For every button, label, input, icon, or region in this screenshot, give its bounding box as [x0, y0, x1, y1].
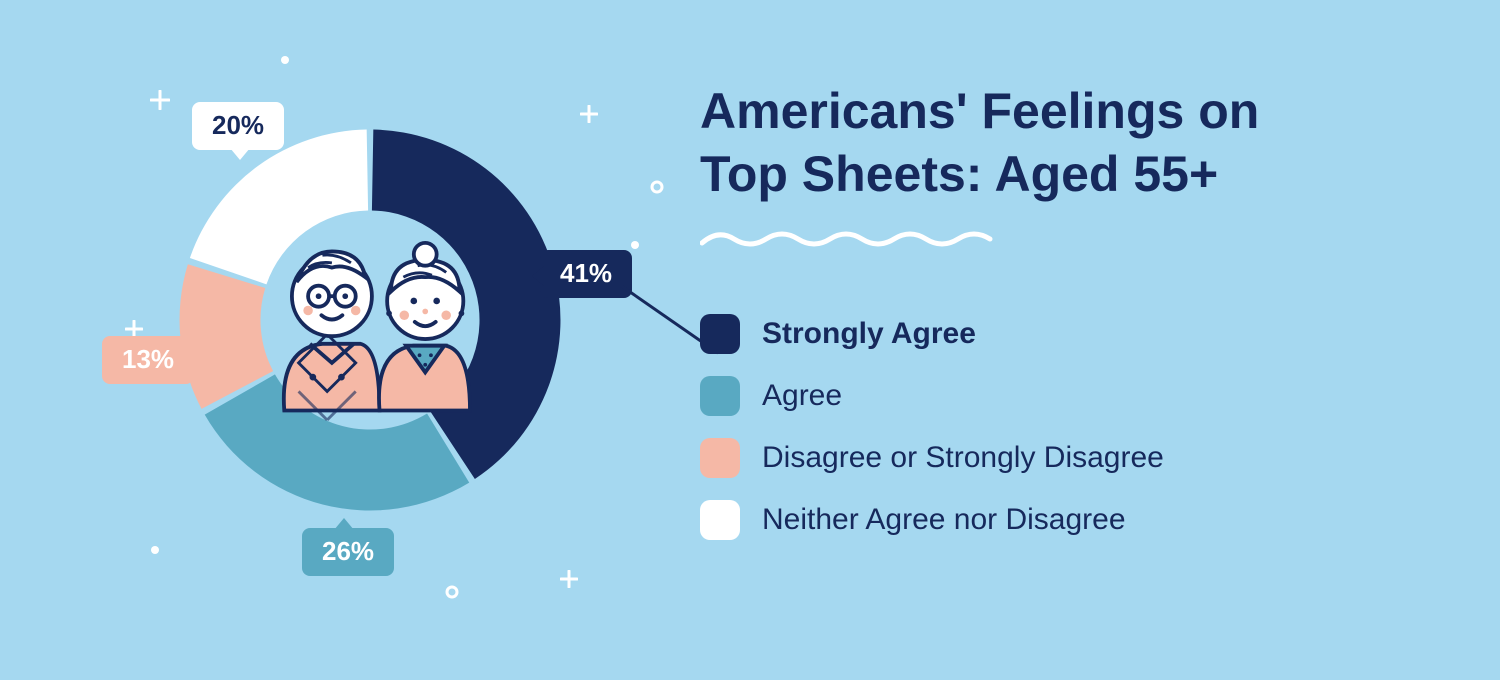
legend-item-strongly-agree: Strongly Agree — [700, 314, 1440, 354]
label-tail-icon — [230, 148, 250, 160]
legend-item-neither: Neither Agree nor Disagree — [700, 500, 1440, 540]
legend-label: Strongly Agree — [762, 317, 976, 351]
legend-swatch — [700, 314, 740, 354]
title-line: Top Sheets: Aged 55+ — [700, 146, 1218, 202]
segment-label-strongly-agree: 41% — [540, 250, 632, 298]
legend-label: Disagree or Strongly Disagree — [762, 441, 1164, 475]
legend-item-agree: Agree — [700, 376, 1440, 416]
legend-label: Agree — [762, 379, 842, 413]
sparkle-ring-icon — [650, 180, 664, 194]
wave-divider-icon — [700, 229, 1000, 249]
chart-title: Americans' Feelings on Top Sheets: Aged … — [700, 80, 1440, 205]
legend-swatch — [700, 376, 740, 416]
segment-value: 13% — [122, 344, 174, 374]
donut-chart: 41% 26% 13% 20% — [110, 60, 630, 620]
text-panel: Americans' Feelings on Top Sheets: Aged … — [700, 80, 1440, 540]
legend-item-disagree: Disagree or Strongly Disagree — [700, 438, 1440, 478]
segment-value: 20% — [212, 110, 264, 140]
label-tail-icon — [532, 266, 544, 286]
legend-swatch — [700, 500, 740, 540]
segment-label-neither: 20% — [192, 102, 284, 150]
legend-swatch — [700, 438, 740, 478]
segment-value: 41% — [560, 258, 612, 288]
elderly-couple-icon — [263, 213, 476, 426]
title-line: Americans' Feelings on — [700, 83, 1259, 139]
segment-label-agree: 26% — [302, 528, 394, 576]
donut-svg — [170, 120, 570, 520]
label-tail-icon — [182, 352, 194, 372]
legend-label: Neither Agree nor Disagree — [762, 503, 1126, 537]
segment-label-disagree: 13% — [102, 336, 194, 384]
legend: Strongly Agree Agree Disagree or Strongl… — [700, 314, 1440, 540]
segment-value: 26% — [322, 536, 374, 566]
infographic-canvas: 41% 26% 13% 20% Americans' Feelings on T… — [0, 0, 1500, 680]
sparkle-dot-icon — [630, 240, 640, 250]
label-tail-icon — [334, 518, 354, 530]
